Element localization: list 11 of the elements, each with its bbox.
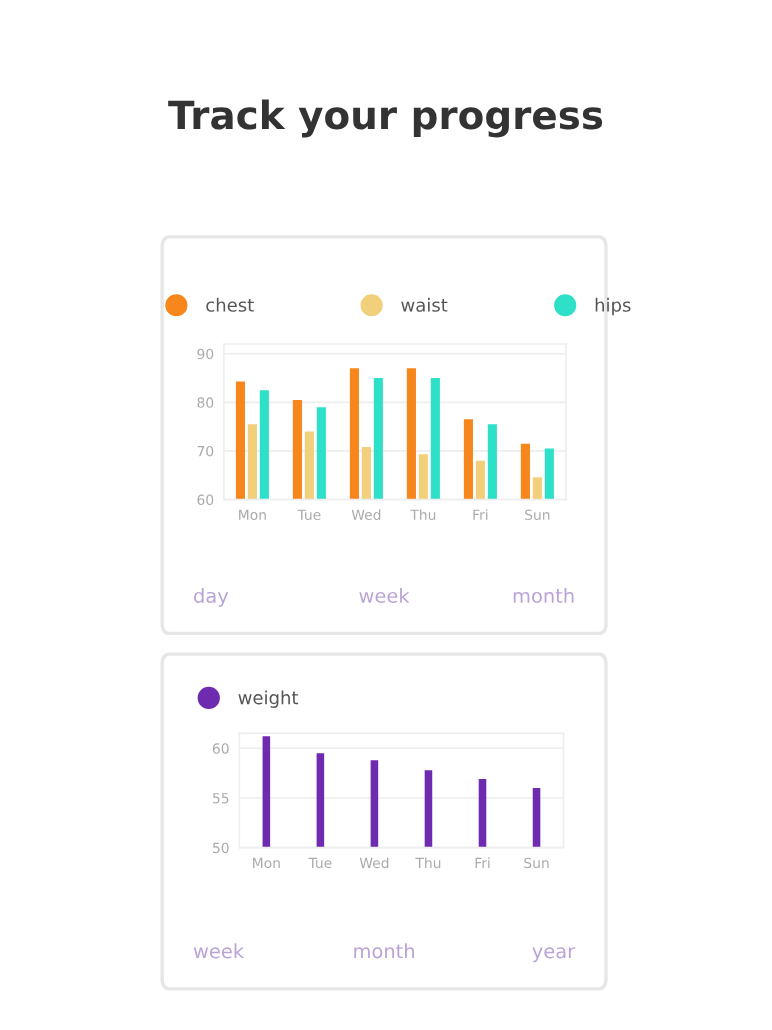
text: day	[194, 587, 229, 607]
text: month	[513, 587, 574, 604]
text: week	[359, 587, 410, 604]
text: month	[354, 943, 414, 959]
text: year	[532, 947, 576, 963]
legend-label: hips	[595, 297, 631, 316]
legend-label: weight	[238, 690, 299, 708]
text: week	[193, 943, 245, 959]
legend-label: chest	[206, 297, 254, 312]
legend-label: waist	[401, 297, 448, 312]
chart-title: Track your progress	[168, 99, 603, 138]
